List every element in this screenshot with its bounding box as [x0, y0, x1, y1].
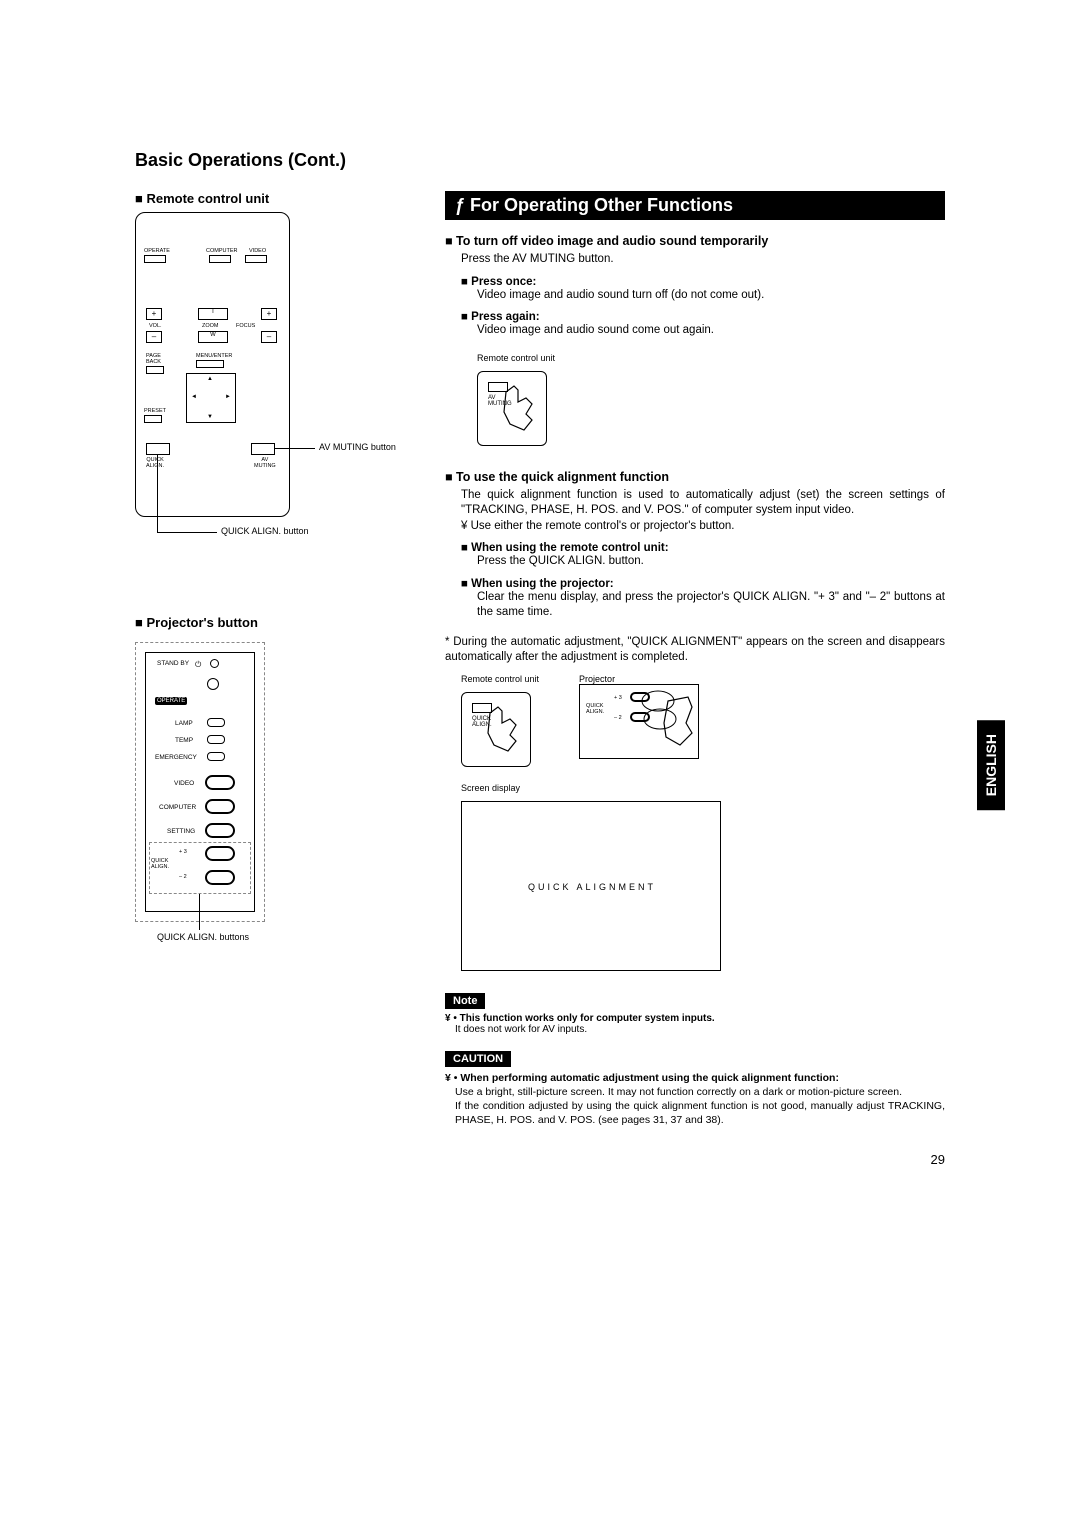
quick-align-body: The quick alignment function is used to …	[461, 488, 945, 519]
remote-diagram: OPERATE COMPUTER VIDEO + VOL. – T ZOOM W…	[135, 212, 290, 517]
vol-minus: –	[146, 331, 162, 343]
note-label: Note	[445, 993, 485, 1009]
caution-body: ¥ • When performing automatic adjustment…	[445, 1071, 945, 1128]
av-muting-button	[251, 443, 275, 455]
computer-label: COMPUTER	[206, 248, 237, 254]
zoom-t: T	[198, 308, 228, 320]
minus2-label: – 2	[179, 874, 187, 880]
note-body: ¥ • This function works only for compute…	[445, 1013, 945, 1035]
screen-display-label: Screen display	[461, 783, 945, 793]
when-projector-body: Clear the menu display, and press the pr…	[477, 590, 945, 621]
vol-plus: +	[146, 308, 162, 320]
quick-align-bullet: ¥ Use either the remote control's or pro…	[461, 519, 945, 535]
av-muting-label: AV MUTING	[254, 457, 276, 469]
page-back-button	[146, 366, 164, 374]
vol-label: VOL.	[149, 323, 162, 329]
hand-icon	[496, 384, 546, 439]
preset-button	[144, 415, 162, 423]
remote-label2: Remote control unit	[461, 674, 539, 684]
focus-plus: +	[261, 308, 277, 320]
mini-remote-qa: QUICK ALIGN.	[461, 692, 531, 767]
quick-align-button	[146, 443, 170, 455]
when-remote-heading: When using the remote control unit:	[461, 542, 945, 554]
page-number: 29	[931, 1152, 945, 1167]
remote-heading: Remote control unit	[135, 191, 415, 206]
zoom-w: W	[198, 331, 228, 343]
projector-diagram: STAND BY ⏻ OPERATE LAMP TEMP EMERGENCY V…	[135, 642, 265, 942]
mini-remote-av: AV MUTING	[477, 371, 547, 446]
operate-label: OPERATE	[144, 248, 170, 254]
press-once-heading: Press once:	[461, 276, 945, 288]
focus-minus: –	[261, 331, 277, 343]
av-muting-callout: AV MUTING button	[319, 442, 396, 452]
caution-label: CAUTION	[445, 1051, 511, 1067]
mini-projector: + 3 QUICK ALIGN. – 2	[579, 684, 699, 759]
computer-button	[209, 255, 231, 263]
hand-icon	[480, 705, 530, 760]
operate-button	[144, 255, 166, 263]
temp-label: TEMP	[175, 737, 193, 744]
when-remote-body: Press the QUICK ALIGN. button.	[477, 554, 945, 570]
turn-off-heading: To turn off video image and audio sound …	[445, 234, 945, 248]
page-title: Basic Operations (Cont.)	[135, 150, 945, 171]
projector-callout: QUICK ALIGN. buttons	[157, 932, 249, 942]
projector-label2: Projector	[579, 674, 699, 684]
menu-enter-button	[196, 360, 224, 368]
auto-adj-note: * During the automatic adjustment, "QUIC…	[445, 635, 945, 666]
remote-unit-label: Remote control unit	[477, 353, 945, 363]
press-once-body: Video image and audio sound turn off (do…	[477, 288, 945, 304]
zoom-label: ZOOM	[202, 323, 219, 329]
page-back-label: PAGE BACK	[146, 353, 161, 365]
proj-minus2: – 2	[614, 715, 622, 721]
projector-heading: Projector's button	[135, 615, 415, 630]
banner: ƒ For Operating Other Functions	[445, 191, 945, 220]
press-again-body: Video image and audio sound come out aga…	[477, 323, 945, 339]
preset-label: PRESET	[144, 408, 166, 414]
quick-align-label: QUICK ALIGN.	[146, 457, 164, 469]
dpad: ▲ ◄ ► ▼	[186, 373, 236, 423]
quick-align-callout: QUICK ALIGN. button	[221, 526, 309, 536]
when-projector-heading: When using the projector:	[461, 578, 945, 590]
lamp-label: LAMP	[175, 720, 193, 727]
screen-text: QUICK ALIGNMENT	[492, 882, 692, 892]
computer-btn-label: COMPUTER	[159, 804, 196, 811]
screen-display: QUICK ALIGNMENT	[461, 801, 721, 971]
video-label: VIDEO	[249, 248, 266, 254]
proj-plus3: + 3	[614, 695, 622, 701]
quick-align-heading: To use the quick alignment function	[445, 470, 945, 484]
standby-label: STAND BY	[157, 660, 189, 667]
menu-enter-label: MENU/ENTER	[196, 353, 232, 359]
operate-btn: OPERATE	[155, 697, 187, 705]
hand-icon	[638, 689, 698, 754]
setting-btn-label: SETTING	[167, 828, 195, 835]
focus-label: FOCUS	[236, 323, 255, 329]
proj-qa-label: QUICK ALIGN.	[586, 703, 604, 715]
video-btn-label: VIDEO	[174, 780, 194, 787]
emergency-label: EMERGENCY	[155, 754, 197, 761]
language-tab: ENGLISH	[977, 720, 1005, 810]
video-button	[245, 255, 267, 263]
turn-off-body: Press the AV MUTING button.	[461, 252, 945, 268]
press-again-heading: Press again:	[461, 311, 945, 323]
plus3-label: + 3	[179, 849, 187, 855]
qa-label: QUICK ALIGN.	[151, 858, 169, 870]
